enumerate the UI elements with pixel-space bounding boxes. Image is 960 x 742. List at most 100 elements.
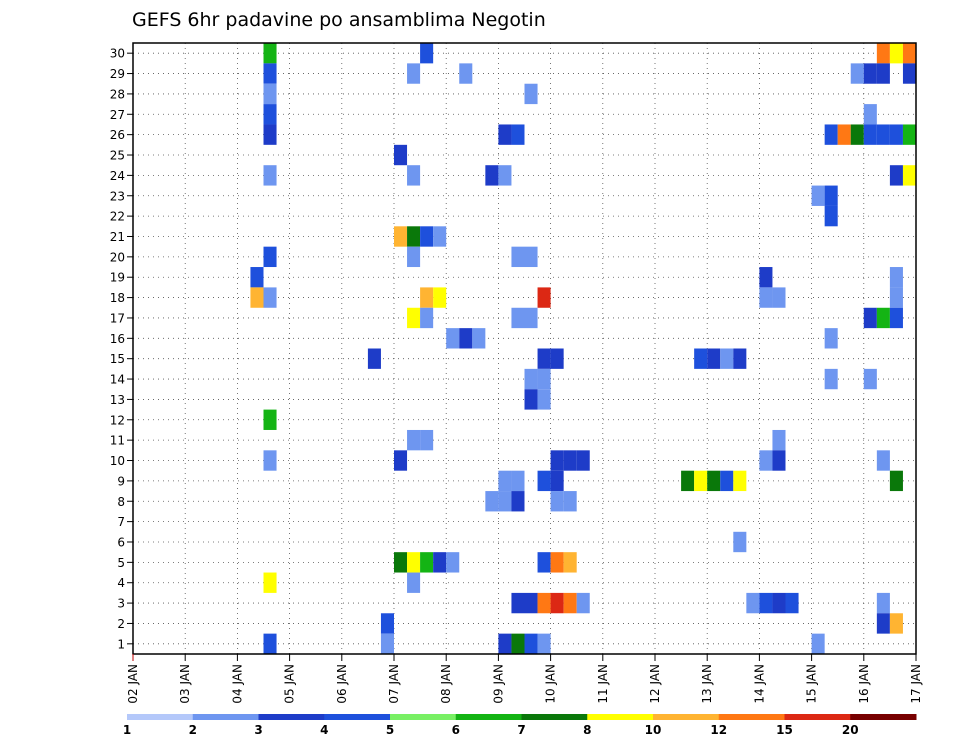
colorbar-label: 6 bbox=[452, 723, 460, 737]
x-tick-label: 15 JAN bbox=[805, 664, 819, 704]
y-tick-label: 6 bbox=[117, 535, 125, 549]
precip-cell bbox=[876, 307, 890, 329]
precip-cell bbox=[876, 124, 890, 145]
precip-cell bbox=[537, 470, 551, 492]
precip-cell bbox=[550, 450, 564, 471]
y-tick-label: 28 bbox=[110, 87, 125, 101]
precip-cell bbox=[407, 307, 421, 329]
y-tick-label: 1 bbox=[117, 637, 125, 651]
precip-cell bbox=[537, 633, 551, 654]
precip-cell bbox=[524, 389, 538, 410]
precip-cell bbox=[550, 470, 564, 492]
precip-cell bbox=[433, 226, 447, 247]
precip-cell bbox=[850, 124, 864, 145]
precip-cell bbox=[759, 592, 773, 614]
y-tick-label: 8 bbox=[117, 495, 125, 509]
precip-cell bbox=[576, 450, 590, 471]
precip-cell bbox=[394, 226, 408, 247]
precip-cell bbox=[524, 592, 538, 614]
precip-cell bbox=[485, 491, 499, 512]
precip-cell bbox=[824, 205, 838, 227]
precip-cell bbox=[720, 470, 734, 492]
precip-cell bbox=[420, 43, 434, 64]
plot-frame bbox=[132, 42, 917, 655]
precip-cell bbox=[733, 531, 747, 553]
precip-cell bbox=[576, 592, 590, 614]
precip-cell bbox=[433, 287, 447, 308]
colorbar-swatch bbox=[587, 714, 654, 720]
precip-cell bbox=[772, 429, 786, 451]
colorbar-label: 8 bbox=[583, 723, 591, 737]
y-tick-label: 10 bbox=[110, 454, 125, 468]
precip-cell bbox=[511, 633, 525, 654]
chart-title: GEFS 6hr padavine po ansamblima Negotin bbox=[132, 9, 546, 31]
precip-cell bbox=[759, 450, 773, 471]
colorbar-label: 15 bbox=[776, 723, 793, 737]
precip-cell bbox=[407, 246, 421, 268]
y-tick-label: 21 bbox=[110, 230, 125, 244]
x-tick-label: 06 JAN bbox=[335, 664, 349, 704]
precip-cell bbox=[472, 328, 486, 349]
colorbar-swatch bbox=[784, 714, 851, 720]
precip-cell bbox=[889, 43, 903, 64]
precip-cell bbox=[263, 43, 277, 64]
precip-cell bbox=[511, 491, 525, 512]
precip-cell bbox=[524, 368, 538, 390]
precip-cell bbox=[394, 552, 408, 573]
precip-cell bbox=[407, 572, 421, 593]
precip-cell bbox=[263, 124, 277, 145]
precip-cell bbox=[837, 124, 851, 145]
y-tick-label: 16 bbox=[110, 332, 125, 346]
precip-cell bbox=[733, 470, 747, 492]
precip-cell bbox=[446, 552, 460, 573]
precip-cell bbox=[863, 368, 877, 390]
y-tick-label: 14 bbox=[110, 373, 125, 387]
precip-cell bbox=[563, 491, 577, 512]
colorbar-label: 10 bbox=[645, 723, 662, 737]
precip-cell bbox=[420, 307, 434, 329]
colorbar-swatch bbox=[850, 714, 917, 720]
y-tick-label: 22 bbox=[110, 210, 125, 224]
precip-cell bbox=[263, 246, 277, 268]
precip-cell bbox=[407, 63, 421, 84]
precip-cell bbox=[902, 165, 916, 186]
precip-cell bbox=[707, 348, 721, 369]
precip-cell bbox=[524, 246, 538, 268]
precip-cell bbox=[537, 552, 551, 573]
colorbar-swatch bbox=[521, 714, 588, 720]
precip-cell bbox=[772, 287, 786, 308]
y-tick-label: 18 bbox=[110, 291, 125, 305]
colorbar-label: 1 bbox=[123, 723, 131, 737]
colorbar-label: 2 bbox=[189, 723, 197, 737]
precip-cell bbox=[433, 552, 447, 573]
precip-cell bbox=[876, 63, 890, 84]
precip-cell bbox=[863, 124, 877, 145]
precip-cell bbox=[550, 348, 564, 369]
precip-cell bbox=[407, 552, 421, 573]
precip-cell bbox=[720, 348, 734, 369]
precip-cell bbox=[537, 592, 551, 614]
precip-cell bbox=[394, 450, 408, 471]
precip-cell bbox=[876, 613, 890, 634]
x-tick-label: 14 JAN bbox=[752, 664, 766, 704]
x-tick-label: 17 JAN bbox=[909, 664, 923, 704]
precip-cell bbox=[511, 307, 525, 329]
precip-cell bbox=[263, 409, 277, 430]
colorbar-swatch bbox=[192, 714, 259, 720]
precip-cell bbox=[407, 429, 421, 451]
precip-cell bbox=[511, 470, 525, 492]
colorbar-swatch bbox=[258, 714, 325, 720]
precip-cell bbox=[876, 43, 890, 64]
precip-cell bbox=[824, 185, 838, 206]
precip-cell bbox=[550, 491, 564, 512]
precip-cell bbox=[407, 226, 421, 247]
precip-cell bbox=[889, 470, 903, 492]
precip-cell bbox=[420, 429, 434, 451]
precip-cell bbox=[694, 470, 708, 492]
precip-cell bbox=[459, 63, 473, 84]
x-tick-label: 16 JAN bbox=[857, 664, 871, 704]
precip-cell bbox=[485, 165, 499, 186]
x-axis-ticks: 02 JAN 03 JAN 04 JAN 05 JAN 06 JAN 07 JAN 08 J… bbox=[126, 654, 923, 704]
precip-cell bbox=[380, 633, 394, 654]
x-tick-label: 13 JAN bbox=[700, 664, 714, 704]
